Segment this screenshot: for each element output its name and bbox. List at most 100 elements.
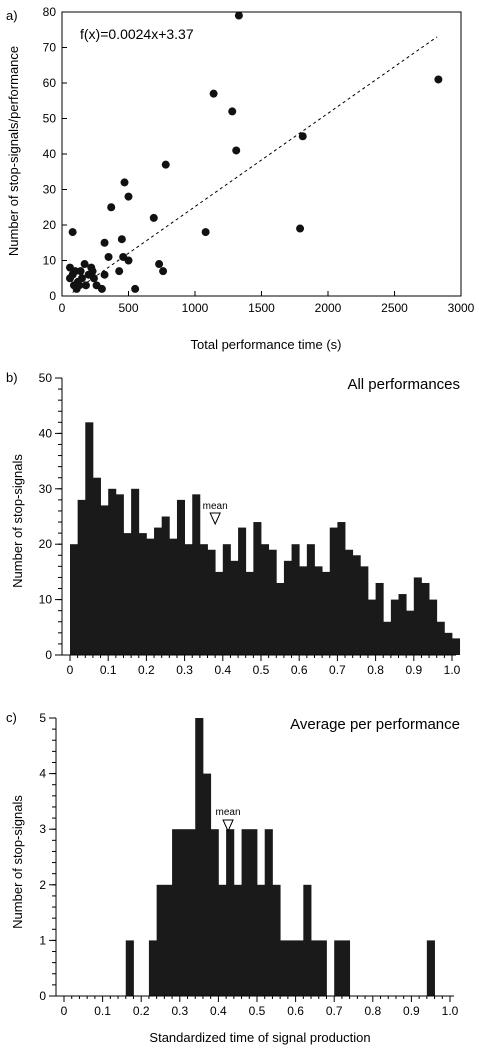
x-tick-label: 0 xyxy=(67,663,74,677)
panel-a-y-tick-label: 60 xyxy=(43,76,57,90)
histogram-bar xyxy=(226,829,235,996)
histogram-bar xyxy=(123,533,132,655)
histogram-bar xyxy=(199,544,208,655)
scatter-point xyxy=(201,228,210,237)
histogram-bar xyxy=(148,940,158,996)
scatter-point xyxy=(104,252,113,261)
scatter-point xyxy=(434,75,443,84)
histogram-bar xyxy=(202,773,212,996)
histogram-bar xyxy=(192,494,201,655)
x-tick-label: 0.1 xyxy=(94,1004,111,1018)
histogram-bar xyxy=(329,527,338,655)
scatter-point xyxy=(124,192,133,201)
x-tick-label: 0.5 xyxy=(253,663,270,677)
panel-c-title: Average per performance xyxy=(290,716,460,733)
x-tick-label: 0.2 xyxy=(133,1004,150,1018)
x-tick-label: 0.7 xyxy=(326,1004,343,1018)
histogram-bar xyxy=(146,538,155,655)
x-tick-label: 0.5 xyxy=(249,1004,266,1018)
panel-b-letter: b) xyxy=(6,370,18,385)
y-tick-label: 20 xyxy=(39,537,53,551)
y-tick-label: 40 xyxy=(39,426,53,440)
histogram-bar xyxy=(164,884,173,996)
x-tick-label: 0.3 xyxy=(176,663,193,677)
panel-a-y-tick-label: 80 xyxy=(43,5,57,19)
histogram-bar xyxy=(280,940,289,996)
x-tick-label: 1.0 xyxy=(444,663,461,677)
panel-c-histogram: c) Average per performance Number of sto… xyxy=(6,710,460,1045)
panel-b-mean-marker: mean xyxy=(203,501,228,526)
histogram-bar xyxy=(345,549,354,655)
histogram-bar xyxy=(233,884,242,996)
histogram-bar xyxy=(390,599,399,655)
histogram-bar xyxy=(426,940,435,996)
histogram-bar xyxy=(341,940,351,996)
histogram-bar xyxy=(210,829,219,996)
panel-c-x-axis-title: Standardized time of signal production xyxy=(149,1030,370,1045)
scatter-point xyxy=(159,267,168,276)
histogram-bar xyxy=(169,538,178,655)
scatter-point xyxy=(120,178,129,187)
histogram-bar xyxy=(218,884,227,996)
histogram-bar xyxy=(436,621,445,655)
histogram-bar xyxy=(241,829,250,996)
histogram-bar xyxy=(452,638,461,655)
x-tick-label: 0.6 xyxy=(291,663,308,677)
scatter-point xyxy=(107,203,116,212)
panel-b-histogram: b) All performances Number of stop-signa… xyxy=(6,370,461,677)
y-tick-label: 5 xyxy=(39,711,46,725)
y-tick-label: 10 xyxy=(39,593,53,607)
histogram-bar xyxy=(322,571,331,655)
scatter-point xyxy=(117,235,126,244)
panel-b-axes: 0 0.1 0.2 0.3 0.4 0.5 0.6 0.7 0.8 0.9 1.0 0 10 20 30 40… xyxy=(39,371,461,677)
histogram-bar xyxy=(299,566,308,655)
histogram-bar xyxy=(156,884,165,996)
histogram-bar xyxy=(383,621,392,655)
histogram-bar xyxy=(215,571,224,655)
histogram-bar xyxy=(238,527,247,655)
histogram-bar xyxy=(268,549,277,655)
histogram-bar xyxy=(85,422,94,655)
histogram-bar xyxy=(172,829,181,996)
panel-b-title: All performances xyxy=(347,376,460,393)
histogram-bar xyxy=(70,544,79,655)
histogram-bar xyxy=(195,718,204,996)
panel-c-mean-triangle xyxy=(222,819,234,833)
x-tick-label: 0.6 xyxy=(287,1004,304,1018)
x-tick-label: 0.3 xyxy=(171,1004,188,1018)
histogram-bar xyxy=(179,829,188,996)
y-tick-label: 3 xyxy=(39,822,46,836)
panel-a-y-tick-label: 10 xyxy=(43,254,57,268)
scatter-point xyxy=(76,267,85,276)
scatter-point xyxy=(115,267,124,276)
panel-c-y-axis-title: Number of stop-signals xyxy=(10,795,25,929)
panel-b-y-axis-title: Number of stop-signals xyxy=(10,454,25,588)
scatter-point xyxy=(296,224,305,233)
regression-line xyxy=(72,36,438,293)
scatter-point xyxy=(80,260,89,269)
scatter-point xyxy=(119,252,128,261)
histogram-bar xyxy=(413,577,422,655)
histogram-bar xyxy=(161,516,170,655)
scatter-points xyxy=(65,11,443,293)
y-tick-label: 0 xyxy=(45,648,52,662)
panel-c-mean-label: mean xyxy=(216,807,241,818)
scatter-point xyxy=(88,267,97,276)
scatter-point xyxy=(100,238,109,247)
histogram-bar xyxy=(295,940,304,996)
scatter-point xyxy=(232,146,241,155)
histogram-bar xyxy=(334,940,343,996)
panel-c-mean-marker: mean xyxy=(216,807,241,833)
scatter-point xyxy=(209,89,218,98)
panel-a-x-tick-label: 2000 xyxy=(315,301,342,315)
x-tick-label: 0.1 xyxy=(100,663,117,677)
histogram-bar xyxy=(303,884,312,996)
panel-a-y-tick-label: 50 xyxy=(43,112,57,126)
histogram-bar xyxy=(272,884,281,996)
histogram-bar xyxy=(444,632,453,655)
x-tick-label: 1.0 xyxy=(442,1004,459,1018)
histogram-bar xyxy=(257,884,266,996)
panel-a-letter: a) xyxy=(6,8,18,23)
scatter-point xyxy=(234,11,243,20)
